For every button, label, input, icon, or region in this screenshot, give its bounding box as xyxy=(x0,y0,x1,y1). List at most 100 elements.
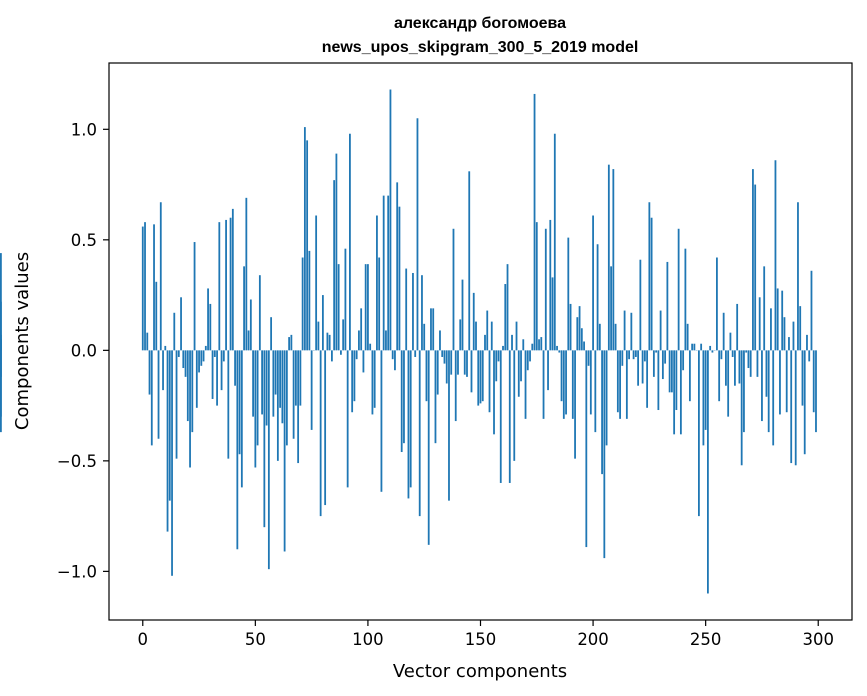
bar xyxy=(776,288,779,351)
bar xyxy=(794,350,797,466)
bar xyxy=(625,350,628,419)
bar xyxy=(630,312,633,351)
bar xyxy=(504,284,507,351)
bar xyxy=(770,308,772,351)
bar xyxy=(461,279,464,351)
bar xyxy=(589,350,592,415)
bar xyxy=(240,350,243,488)
bar xyxy=(155,281,158,351)
bar xyxy=(168,350,171,501)
bar xyxy=(502,345,504,351)
bar xyxy=(306,140,309,351)
bar xyxy=(495,350,498,382)
bar xyxy=(218,222,221,351)
bar xyxy=(331,350,333,362)
bar xyxy=(423,323,426,351)
bar xyxy=(808,350,811,362)
bar xyxy=(265,350,268,426)
bar xyxy=(234,350,236,386)
x-tick-label: 250 xyxy=(690,630,722,649)
bar xyxy=(538,339,540,351)
bar xyxy=(166,350,169,532)
bar xyxy=(177,350,180,357)
bar xyxy=(175,350,178,459)
bar xyxy=(605,350,608,446)
bar xyxy=(761,350,763,422)
bar xyxy=(200,350,203,366)
bar xyxy=(249,299,252,351)
bar xyxy=(677,228,680,351)
bar xyxy=(749,350,752,377)
bar xyxy=(558,350,561,353)
bar xyxy=(704,350,707,430)
y-axis-ticks: −1.0 −0.5 0.0 0.5 1.0 xyxy=(57,120,109,581)
bar xyxy=(173,312,176,351)
bar xyxy=(270,317,273,351)
bar xyxy=(763,266,766,351)
bar xyxy=(380,350,383,492)
bar xyxy=(468,171,471,351)
bar xyxy=(668,350,671,393)
bar xyxy=(243,266,245,351)
bar xyxy=(171,350,173,576)
bar xyxy=(141,226,144,351)
bar xyxy=(376,215,378,351)
bar xyxy=(774,160,777,351)
y-tick-label: 0.0 xyxy=(71,341,97,360)
bar xyxy=(531,343,534,351)
bar xyxy=(616,350,619,413)
bar xyxy=(317,321,320,351)
bar xyxy=(792,321,795,351)
bar xyxy=(315,215,318,351)
bar xyxy=(340,350,342,355)
bar xyxy=(569,303,572,351)
bar xyxy=(758,297,761,351)
bar xyxy=(772,350,775,446)
bar xyxy=(256,350,259,446)
bar xyxy=(657,350,660,411)
bar xyxy=(457,350,459,375)
bar xyxy=(720,350,723,360)
bar xyxy=(276,350,279,461)
bar xyxy=(452,228,455,351)
bar xyxy=(184,350,187,377)
bar xyxy=(328,334,331,351)
bar xyxy=(159,202,162,351)
bar xyxy=(346,350,349,488)
bar xyxy=(673,350,676,435)
bar xyxy=(202,350,205,362)
bar xyxy=(790,350,793,464)
bar xyxy=(193,242,196,351)
bar xyxy=(288,337,291,351)
bar xyxy=(637,350,640,386)
bar xyxy=(258,275,261,351)
y-axis-label: Components values xyxy=(12,252,33,430)
bar xyxy=(207,288,209,351)
bar xyxy=(619,350,621,419)
bar xyxy=(450,350,453,375)
bar xyxy=(639,259,642,351)
bar xyxy=(652,350,655,377)
bar xyxy=(153,224,155,351)
bar xyxy=(585,350,588,548)
bar xyxy=(301,257,304,351)
bar xyxy=(182,350,185,369)
bar xyxy=(439,330,441,351)
bar xyxy=(756,350,759,377)
y-tick-label: 1.0 xyxy=(71,120,97,139)
bar xyxy=(405,268,408,351)
bar xyxy=(497,350,500,362)
bar xyxy=(707,350,709,594)
bar xyxy=(513,350,516,461)
bar xyxy=(466,350,468,377)
bar xyxy=(511,334,513,351)
bar xyxy=(227,350,230,459)
x-tick-label: 100 xyxy=(352,630,384,649)
y-tick-label: 0.5 xyxy=(71,231,97,250)
bar xyxy=(362,350,365,373)
bar xyxy=(797,202,799,351)
bar xyxy=(285,350,288,446)
bar xyxy=(252,350,254,417)
bar xyxy=(211,350,214,399)
bar xyxy=(436,350,439,395)
